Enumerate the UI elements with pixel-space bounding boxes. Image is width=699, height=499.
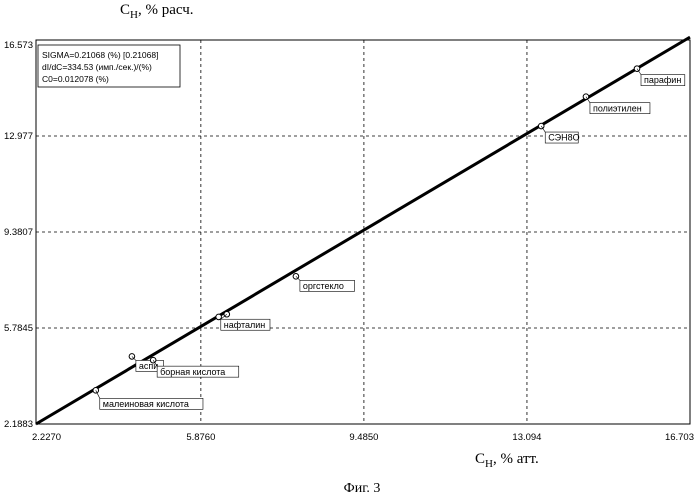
x-tick-labels: 2.2270 5.8760 9.4850 13.094 16.703: [32, 432, 694, 443]
point-label-7: полиэтилен: [593, 103, 642, 113]
point-label-6: СЭН8О: [548, 133, 579, 143]
x-tick-label-3: 13.094: [512, 432, 541, 443]
y-axis-title-sub: Н: [130, 9, 138, 21]
x-axis-title-main: C: [475, 451, 485, 467]
y-axis-title: CН, % расч.: [120, 2, 194, 21]
y-tick-label-4: 16.573: [4, 40, 33, 51]
point-label-5: оргстекло: [303, 281, 344, 291]
data-point-0: малеиновая кислота: [93, 388, 203, 410]
x-axis-title-rest: , % атт.: [493, 451, 539, 467]
x-tick-label-0: 2.2270: [32, 432, 61, 443]
y-tick-label-3: 12.977: [4, 131, 33, 142]
point-marker-7: [583, 94, 589, 100]
y-axis-title-main: C: [120, 2, 130, 18]
y-tick-label-2: 9.3807: [4, 227, 33, 238]
y-axis-title-rest: , % расч.: [138, 2, 194, 18]
point-label-0: малеиновая кислота: [103, 399, 189, 409]
x-axis-title: CН, % атт.: [475, 451, 539, 470]
data-points: малеиновая кислотааспиборная кислотанафт…: [93, 66, 685, 409]
point-label-8: парафин: [644, 75, 681, 85]
stats-box: SIGMA=0.21068 (%) [0.21068] dI/dC=334.53…: [38, 45, 180, 87]
stats-slope: dI/dC=334.53 (имп./сек.)/(%): [42, 62, 152, 72]
stats-sigma: SIGMA=0.21068 (%) [0.21068]: [42, 50, 158, 60]
data-point-5: оргстекло: [293, 274, 354, 292]
y-tick-label-0: 2.1883: [4, 419, 33, 430]
x-tick-label-4: 16.703: [665, 432, 694, 443]
x-axis-title-sub: Н: [485, 458, 493, 470]
point-label-2: борная кислота: [160, 367, 225, 377]
data-point-6: СЭН8О: [538, 123, 579, 143]
figure-caption: Фиг. 3: [344, 481, 381, 496]
point-marker-6: [538, 123, 544, 129]
x-tick-label-1: 5.8760: [186, 432, 215, 443]
data-point-3: [216, 314, 222, 320]
x-tick-label-2: 9.4850: [349, 432, 378, 443]
point-label-4: нафталин: [224, 320, 265, 330]
data-point-7: полиэтилен: [583, 94, 650, 114]
data-point-4: нафталин: [221, 311, 270, 330]
point-marker-3: [216, 314, 222, 320]
y-tick-label-1: 5.7845: [4, 323, 33, 334]
stats-c0: C0=0.012078 (%): [42, 74, 109, 84]
fit-line: [36, 37, 690, 424]
y-tick-labels: 2.1883 5.7845 9.3807 12.977 16.573: [4, 40, 33, 430]
data-point-8: парафин: [634, 66, 685, 86]
